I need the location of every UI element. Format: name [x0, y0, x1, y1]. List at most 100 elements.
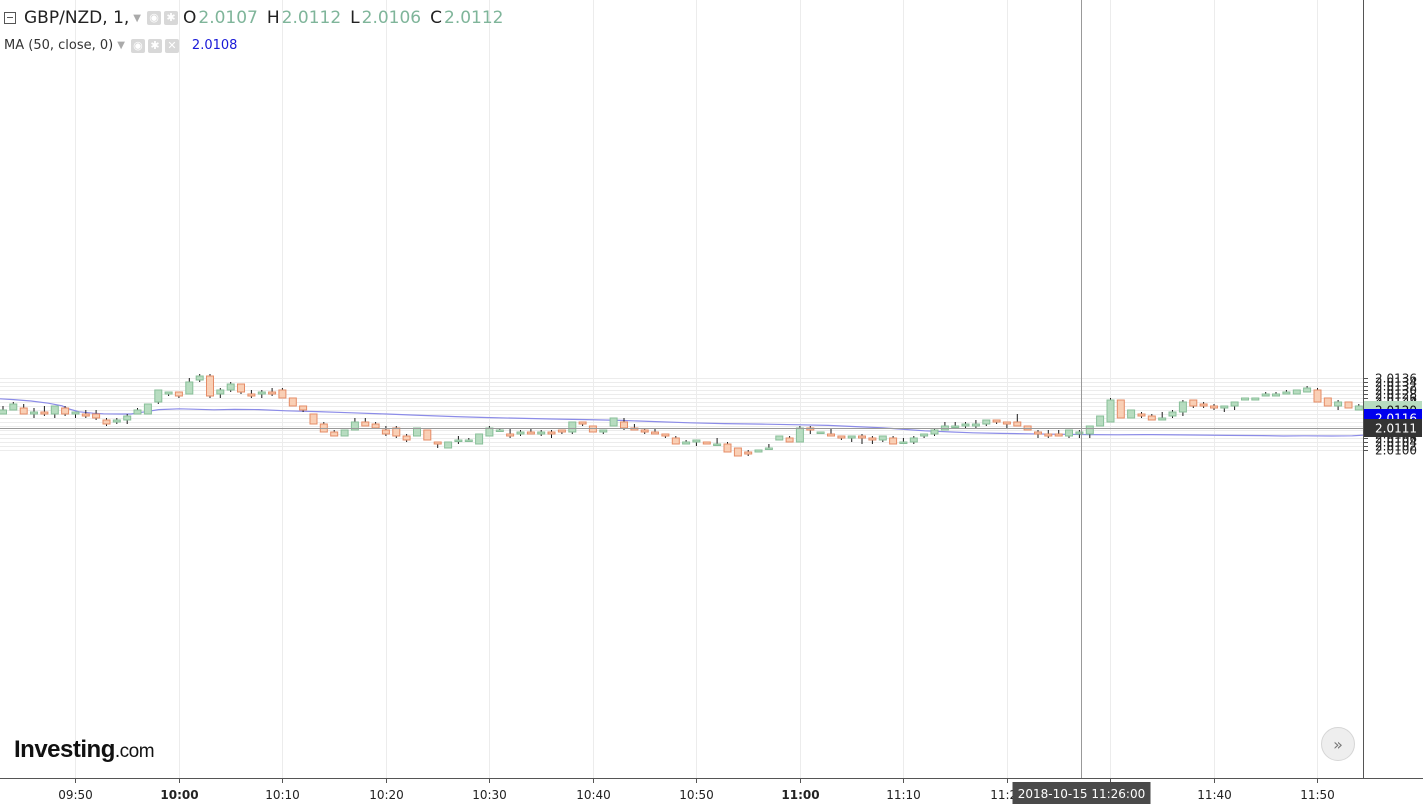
candle-body — [858, 435, 866, 439]
candle-body — [9, 403, 18, 411]
candle-body — [889, 437, 898, 445]
candle-body — [775, 435, 784, 441]
candle-up — [475, 433, 484, 445]
candle-body — [330, 431, 339, 437]
candle-body — [92, 413, 101, 419]
x-tick-label: 09:50 — [58, 788, 93, 802]
y-tick-label: 2.0132 — [1375, 380, 1417, 394]
candle-down — [392, 426, 401, 438]
scroll-to-latest-button[interactable]: » — [1321, 727, 1355, 761]
y-tick-label: 2.0102 — [1375, 440, 1417, 454]
candle-up — [909, 436, 918, 444]
crosshair-price-label: 2.0111 — [1375, 422, 1417, 436]
candle-body — [247, 393, 256, 397]
candle-up — [0, 406, 7, 415]
candle-body — [464, 439, 473, 442]
candle-body — [361, 421, 370, 427]
candle-body — [744, 451, 753, 455]
candle-body — [827, 433, 835, 437]
candle-body — [982, 419, 991, 425]
candle-down — [661, 433, 670, 438]
candle-body — [547, 431, 556, 435]
candle-up — [1085, 425, 1094, 438]
candle-body — [143, 403, 152, 415]
low-key: L — [350, 8, 360, 28]
candle-body — [578, 421, 587, 425]
candle-body — [123, 415, 132, 421]
candle-up — [899, 438, 908, 444]
gear-icon[interactable]: ✱ — [164, 11, 178, 25]
candle-body — [1210, 405, 1218, 409]
candle-down — [19, 404, 28, 415]
x-tick-label: 11:00 — [781, 788, 819, 802]
candle-down — [785, 436, 794, 443]
candle-up — [1292, 389, 1301, 395]
crosshair — [0, 0, 1363, 778]
candle-up — [878, 435, 887, 442]
candle-down — [402, 434, 411, 442]
candle-up — [1065, 429, 1073, 438]
indicator-label: MA (50, close, 0) — [4, 38, 114, 53]
collapse-icon[interactable] — [4, 12, 16, 24]
candle-body — [1034, 431, 1042, 435]
candle-body — [50, 405, 59, 415]
candle-body — [309, 413, 318, 425]
close-icon[interactable]: ✕ — [164, 38, 179, 53]
candle-up — [754, 449, 763, 453]
candle-down — [330, 430, 339, 437]
candle-body — [1075, 431, 1084, 435]
candle-body — [557, 429, 566, 433]
x-tick-label: 10:00 — [160, 788, 198, 802]
y-tick-label: 2.0136 — [1375, 372, 1417, 386]
crosshair-time-bg — [1012, 782, 1151, 804]
indicator-value: 2.0108 — [191, 38, 238, 53]
candle-body — [112, 419, 121, 423]
candle-up — [257, 390, 266, 398]
candle-up — [1178, 400, 1187, 416]
candle-body — [102, 419, 111, 425]
chevron-down-icon[interactable]: ▼ — [117, 40, 125, 51]
candle-body — [278, 389, 287, 399]
candle-body — [951, 425, 960, 428]
candle-body — [609, 417, 618, 427]
eye-icon[interactable]: ◉ — [130, 38, 145, 53]
candle-up — [71, 411, 80, 418]
candle-body — [1220, 405, 1229, 409]
x-tick-label: 10:30 — [472, 788, 507, 802]
candle-down — [1323, 397, 1332, 407]
x-tick-label: 10:10 — [265, 788, 300, 802]
candle-body — [1168, 411, 1177, 417]
chevron-down-icon[interactable]: ▼ — [133, 12, 141, 24]
candle-body — [847, 435, 856, 439]
candle-down — [1344, 401, 1353, 409]
candle-body — [185, 381, 194, 395]
candle-body — [268, 391, 277, 395]
candle-body — [506, 433, 515, 437]
time-axis[interactable]: 09:50 10:00 10:10 10:20 10:30 10:40 10:50 11:00… — [0, 778, 1423, 804]
candle-body — [237, 383, 245, 393]
candle-down — [557, 429, 566, 434]
candle-up — [164, 391, 173, 396]
close-value: 2.0112 — [444, 8, 504, 28]
candle-down — [268, 388, 277, 396]
candle-down — [81, 410, 90, 418]
candle-body — [1199, 403, 1208, 407]
candle-body — [423, 429, 432, 441]
candle-body — [1230, 401, 1239, 407]
candle-body — [350, 421, 359, 431]
candle-body — [71, 411, 80, 415]
candle-up — [930, 428, 939, 436]
candle-body — [868, 437, 877, 441]
candle-body — [537, 431, 546, 435]
candle-body — [671, 437, 680, 445]
eye-icon[interactable]: ◉ — [147, 11, 161, 25]
price-axis[interactable]: 2.01362.01342.01322.01302.01282.01262.01… — [1363, 0, 1422, 778]
gear-icon[interactable]: ✱ — [147, 38, 162, 53]
candle-body — [1292, 389, 1301, 395]
candle-up — [764, 444, 773, 450]
candle-body — [899, 441, 908, 444]
candle-down — [578, 421, 587, 426]
candle-up — [485, 426, 494, 437]
candle-body — [1096, 415, 1105, 427]
